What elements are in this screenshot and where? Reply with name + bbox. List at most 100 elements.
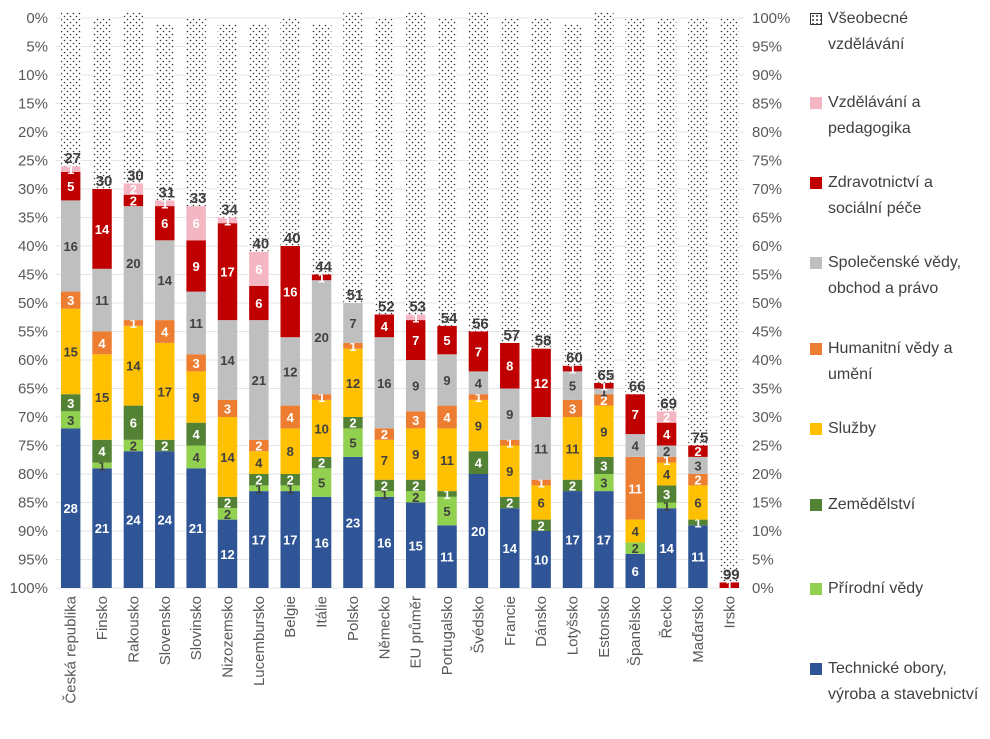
bar-segment: [625, 553, 645, 588]
data-label: 53: [409, 298, 426, 315]
bar-segment: [186, 468, 206, 588]
bar-segment: [249, 439, 269, 452]
bar-segment: [249, 451, 269, 474]
data-label: 6: [193, 216, 200, 231]
data-label: 20: [471, 524, 485, 539]
left-tick-label: 60%: [18, 352, 48, 369]
data-label: 1: [161, 196, 168, 211]
bar-segment: [625, 434, 645, 457]
bar-segment: [217, 399, 238, 417]
data-label: 1: [318, 270, 325, 285]
bar-segment: [625, 456, 645, 520]
left-tick-label: 75%: [18, 438, 48, 455]
bar-segment: [562, 399, 583, 417]
bar-segment: [217, 320, 238, 400]
bar-segment: [562, 417, 583, 480]
bar-segment: [656, 456, 677, 463]
bar-segment: [280, 485, 300, 492]
data-label: 2: [694, 444, 701, 459]
bar-segment: [468, 331, 489, 372]
data-label: 6: [632, 564, 639, 579]
bar-segment: [656, 411, 677, 423]
data-label: 7: [381, 453, 388, 468]
data-label: 51: [347, 287, 364, 304]
right-tick-label: 50%: [752, 295, 782, 312]
data-label: 65: [598, 367, 615, 384]
data-label: 11: [566, 441, 580, 456]
category-label: Irsko: [721, 596, 738, 629]
data-label: 17: [597, 533, 611, 548]
data-label: 11: [628, 481, 642, 496]
bar-segment: [311, 496, 332, 588]
bar-segment: [594, 405, 614, 457]
bar-segment: [500, 445, 520, 497]
bar-segment: [688, 474, 708, 486]
data-label: 1: [224, 213, 231, 228]
data-label: 4: [161, 325, 169, 340]
data-label: 2: [255, 439, 262, 454]
data-label: 21: [189, 521, 203, 536]
bar-segment: [656, 502, 677, 509]
bars: 2833153165127211415411143024261412022302…: [60, 12, 740, 593]
data-label: 2: [412, 478, 419, 493]
data-label: 9: [193, 390, 200, 405]
data-label: 44: [315, 259, 332, 276]
bar-segment: [155, 23, 175, 201]
category-label: Nizozemsko: [220, 596, 237, 678]
data-label: 5: [569, 379, 576, 394]
bar-segment: [280, 474, 300, 486]
bar-segment: [374, 428, 395, 440]
data-label: 2: [318, 456, 325, 471]
bar-segment: [405, 502, 426, 588]
left-tick-label: 65%: [18, 381, 48, 398]
data-label: 4: [475, 456, 483, 471]
category-label: Španělsko: [627, 596, 644, 666]
bar-segment: [405, 411, 426, 429]
bar-segment: [60, 200, 81, 292]
data-label: 54: [441, 310, 458, 327]
bar-segment: [92, 439, 112, 463]
data-label: 14: [95, 222, 110, 237]
bar-segment: [186, 18, 206, 207]
data-label: 66: [629, 378, 646, 395]
bar-segment: [60, 171, 81, 201]
bar-segment: [437, 325, 457, 355]
data-label: 12: [346, 376, 360, 391]
data-label: 2: [255, 473, 262, 488]
left-tick-label: 20%: [18, 124, 48, 141]
right-tick-label: 95%: [752, 39, 782, 56]
data-label: 16: [283, 285, 297, 300]
bar-segment: [437, 496, 457, 526]
bar-segment: [311, 23, 332, 275]
data-label: 3: [67, 293, 74, 308]
bar-segment: [531, 417, 551, 480]
data-label: 11: [440, 550, 454, 565]
bar-segment: [531, 519, 551, 531]
bar-segment: [123, 183, 144, 195]
bar-segment: [468, 394, 489, 400]
data-label: 12: [220, 547, 234, 562]
category-label: Slovinsko: [188, 596, 205, 660]
category-label: Lucembursko: [251, 596, 268, 686]
bar-segment: [625, 18, 645, 395]
left-tick-label: 0%: [26, 10, 48, 27]
bar-segment: [155, 439, 175, 452]
data-label: 8: [287, 444, 294, 459]
bar-segment: [374, 314, 395, 338]
bar-segment: [405, 12, 426, 315]
legend-swatch: [810, 499, 822, 511]
data-label: 1: [663, 498, 670, 513]
data-label: 3: [600, 476, 607, 491]
bar-segment: [217, 519, 238, 588]
bar-segment: [405, 314, 426, 321]
data-label: 7: [349, 316, 356, 331]
bar-segment: [594, 491, 614, 588]
legend-swatch: [810, 663, 822, 675]
bar-segment: [155, 200, 175, 207]
data-label: 40: [253, 236, 270, 253]
data-label: 14: [158, 273, 173, 288]
data-label: 9: [600, 424, 607, 439]
bar-segment: [60, 428, 81, 588]
bar-segment: [437, 525, 457, 588]
bar-segment: [343, 342, 363, 349]
